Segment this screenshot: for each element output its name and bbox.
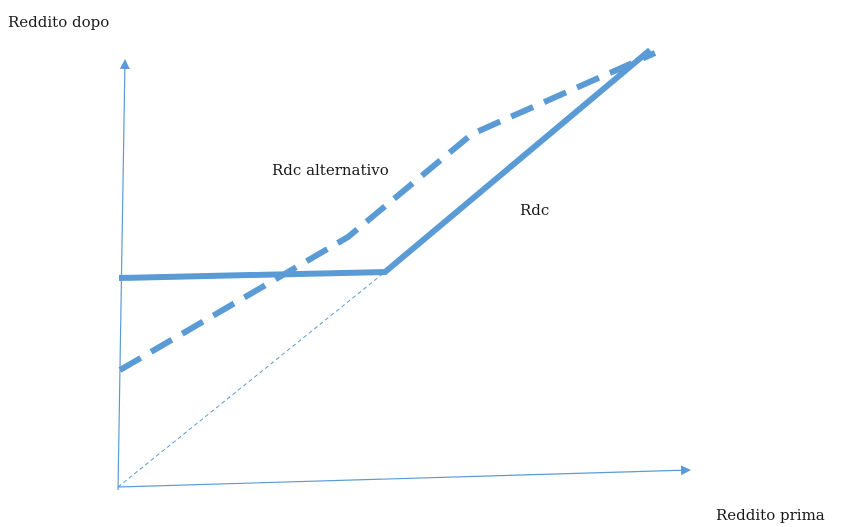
x-axis-label: Reddito prima xyxy=(716,506,825,524)
x-axis xyxy=(117,465,691,488)
rdc-alternativo-label: Rdc alternativo xyxy=(272,161,389,179)
y-axis-label: Reddito dopo xyxy=(8,13,109,31)
rdc-line xyxy=(118,47,652,281)
reference-45-line xyxy=(117,271,386,488)
rdc-label: Rdc xyxy=(520,201,549,219)
rdc-alternativo-line xyxy=(118,50,657,373)
